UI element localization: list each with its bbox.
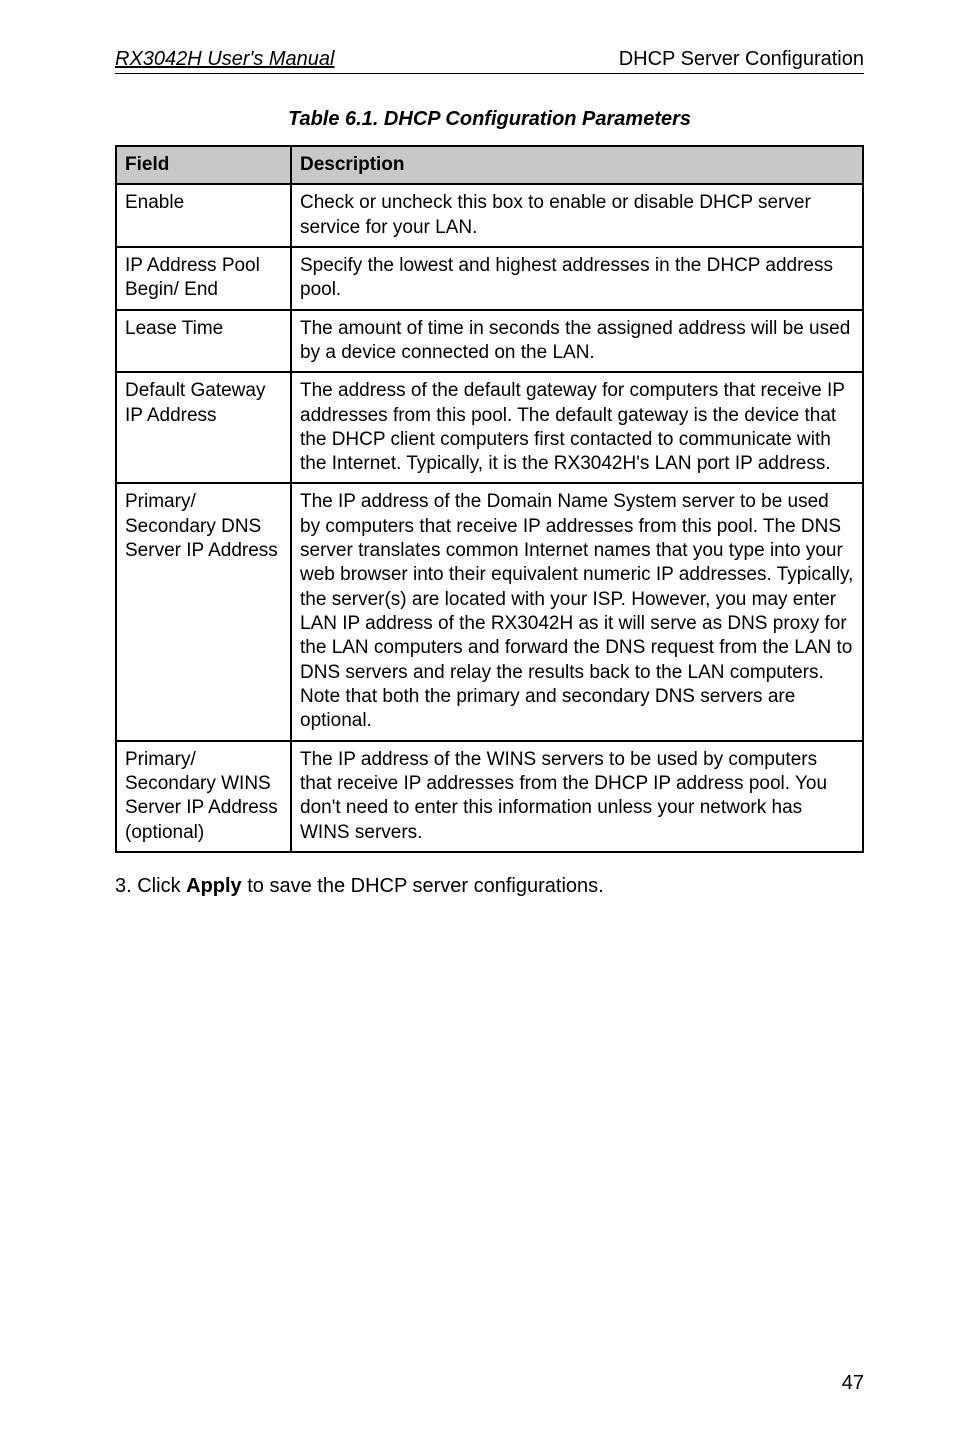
cell-description: The IP address of the WINS servers to be…	[291, 741, 863, 852]
cell-field: Primary/ Secondary DNS Server IP Address	[116, 483, 291, 740]
cell-field: Lease Time	[116, 310, 291, 373]
table-caption: Table 6.1. DHCP Configuration Parameters	[115, 108, 864, 131]
header-left: RX3042H User's Manual	[115, 48, 334, 71]
cell-description: The amount of time in seconds the assign…	[291, 310, 863, 373]
table-row: Primary/ Secondary WINS Server IP Addres…	[116, 741, 863, 852]
step-prefix: 3. Click	[115, 875, 186, 897]
page-number: 47	[842, 1372, 864, 1395]
table-row: IP Address Pool Begin/ End Specify the l…	[116, 247, 863, 310]
col-header-description: Description	[291, 146, 863, 184]
table-header-row: Field Description	[116, 146, 863, 184]
cell-field: Default Gateway IP Address	[116, 372, 291, 483]
header-right: DHCP Server Configuration	[619, 48, 864, 71]
table-row: Lease Time The amount of time in seconds…	[116, 310, 863, 373]
cell-description: The address of the default gateway for c…	[291, 372, 863, 483]
cell-field: Primary/ Secondary WINS Server IP Addres…	[116, 741, 291, 852]
running-header: RX3042H User's Manual DHCP Server Config…	[115, 48, 864, 74]
cell-description: The IP address of the Domain Name System…	[291, 483, 863, 740]
step-suffix: to save the DHCP server configurations.	[242, 875, 604, 897]
table-row: Enable Check or uncheck this box to enab…	[116, 184, 863, 247]
cell-description: Specify the lowest and highest addresses…	[291, 247, 863, 310]
dhcp-config-table: Field Description Enable Check or unchec…	[115, 145, 864, 853]
cell-field: IP Address Pool Begin/ End	[116, 247, 291, 310]
table-row: Default Gateway IP Address The address o…	[116, 372, 863, 483]
step-3-text: 3. Click Apply to save the DHCP server c…	[115, 875, 864, 898]
cell-field: Enable	[116, 184, 291, 247]
apply-word: Apply	[186, 875, 242, 897]
col-header-field: Field	[116, 146, 291, 184]
table-row: Primary/ Secondary DNS Server IP Address…	[116, 483, 863, 740]
cell-description: Check or uncheck this box to enable or d…	[291, 184, 863, 247]
